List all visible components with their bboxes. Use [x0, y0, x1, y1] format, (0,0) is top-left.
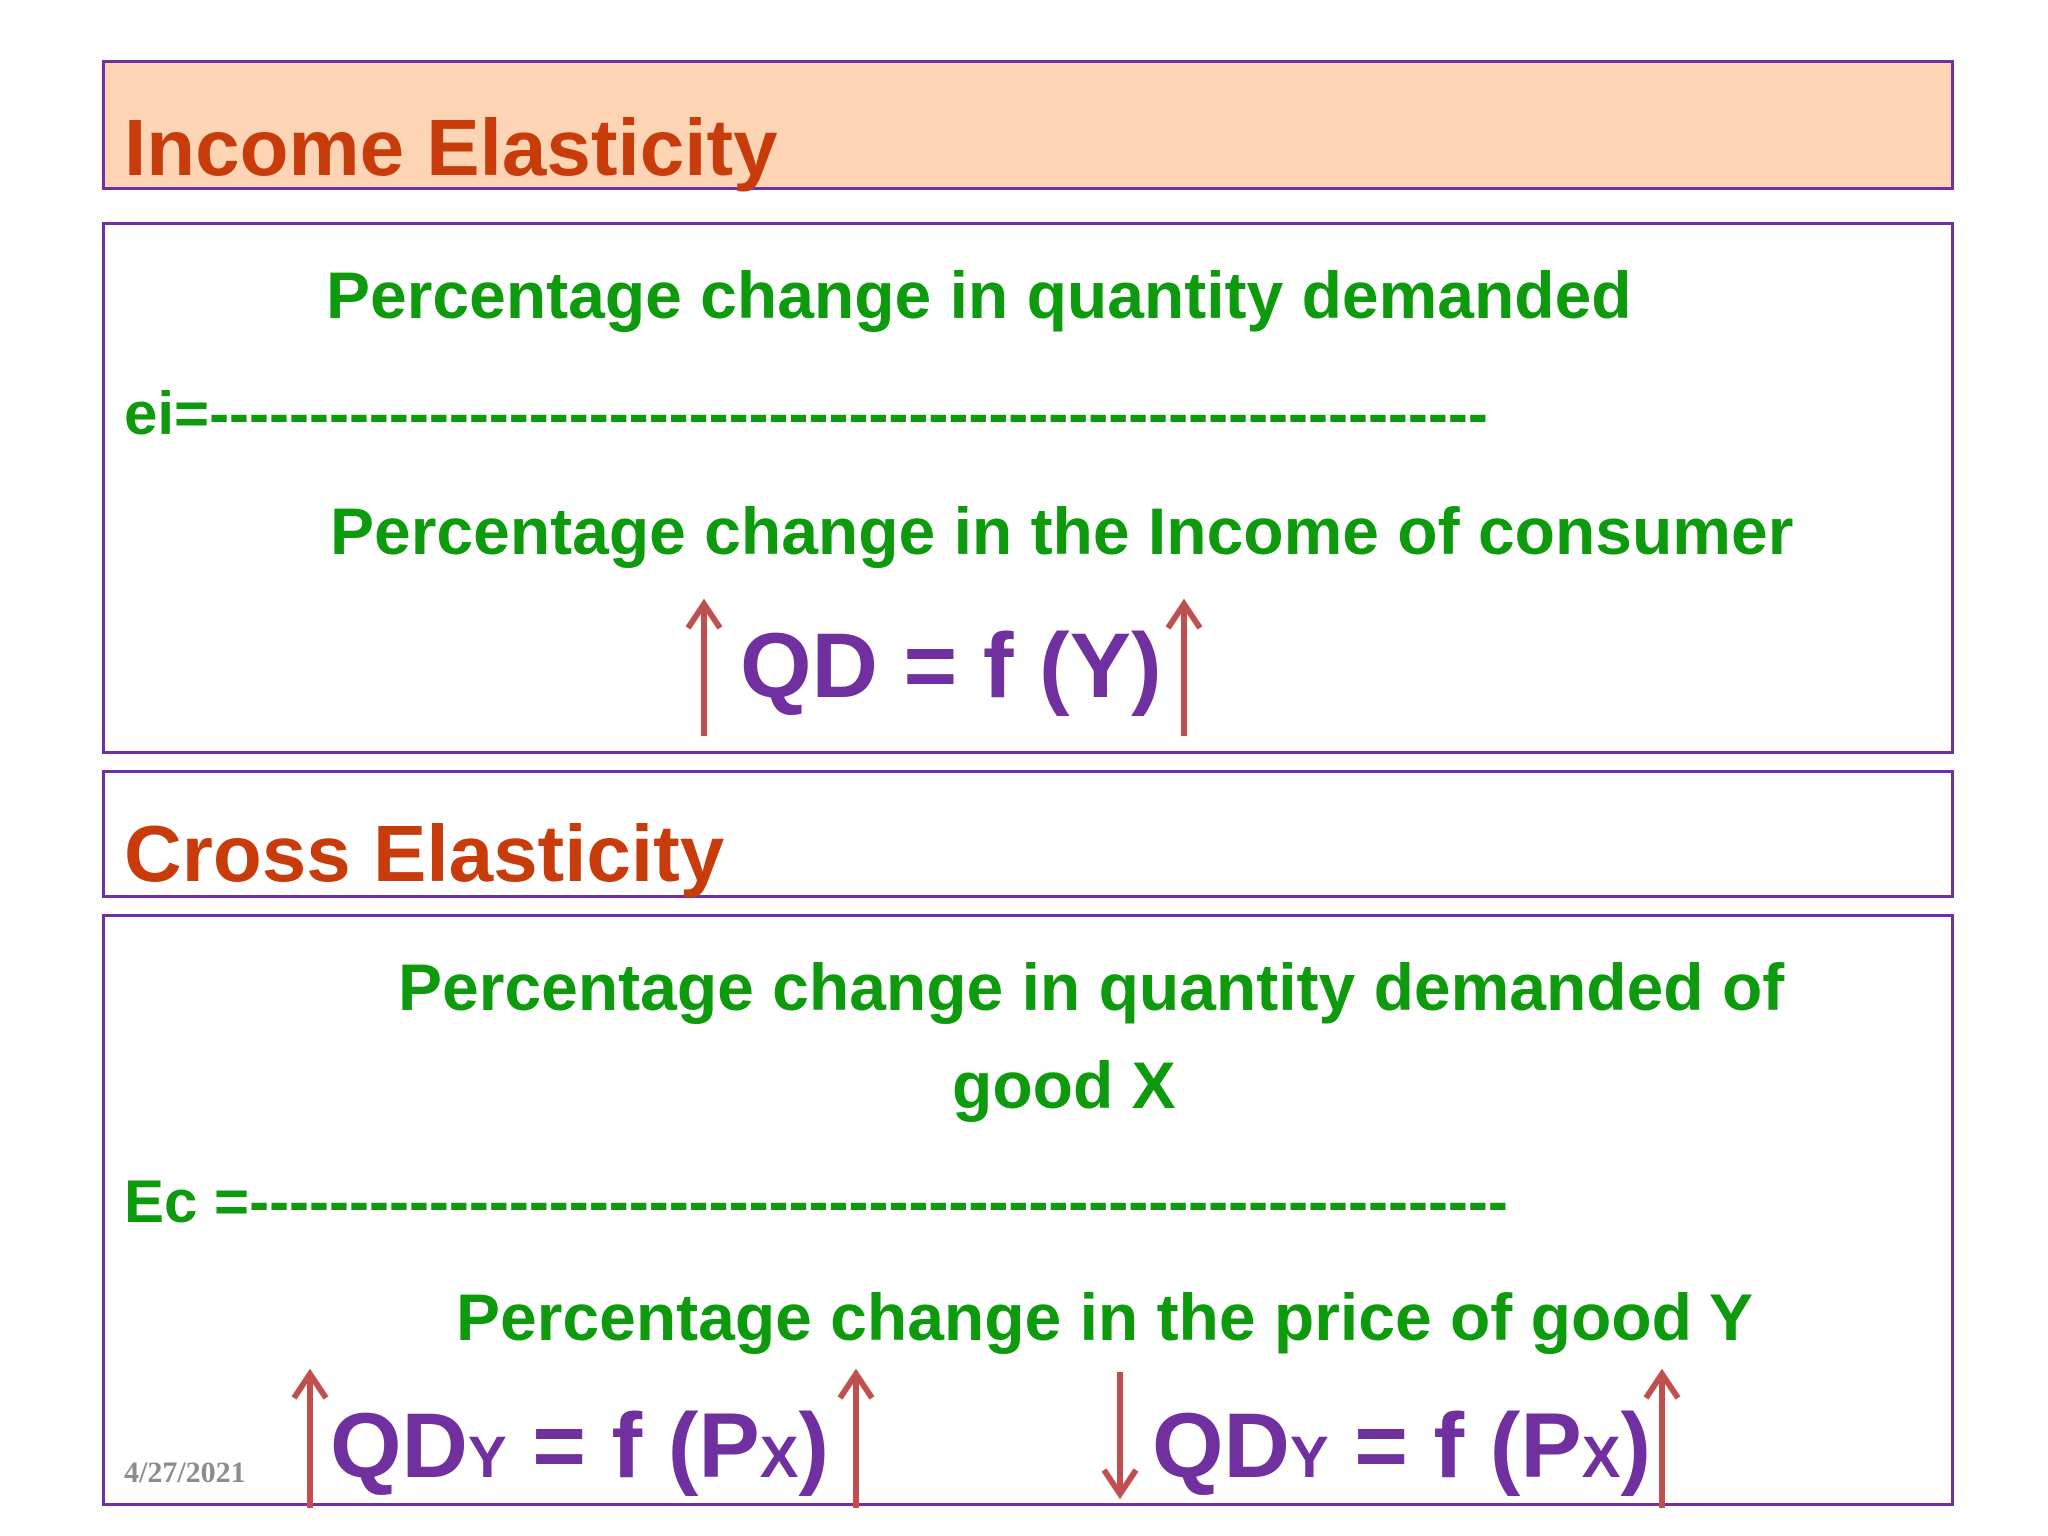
p-subscript: X [759, 1425, 799, 1490]
function-of: = f (P [506, 1395, 760, 1497]
income-qd-formula: QD = f (Y) [740, 615, 1162, 717]
income-title-bar [102, 60, 1954, 190]
income-title: Income Elasticity [124, 103, 778, 192]
cross-formula-box [102, 914, 1954, 1506]
arrow-up-icon [685, 598, 723, 736]
close-paren: ) [798, 1395, 830, 1497]
income-formula-box [102, 222, 1954, 754]
qd-subscript: Y [468, 1425, 507, 1490]
income-numerator: Percentage change in quantity demanded [326, 258, 1632, 332]
arrow-up-icon [837, 1368, 875, 1508]
cross-denominator: Percentage change in the price of good Y [456, 1280, 1754, 1354]
cross-numerator-line2: good X [952, 1048, 1176, 1122]
function-of: = f (P [1328, 1395, 1582, 1497]
qd-label: QD [1152, 1395, 1290, 1497]
cross-formula-left: QDY = f (PX) [330, 1400, 829, 1492]
cross-title-bar [102, 770, 1954, 898]
p-subscript: X [1581, 1425, 1621, 1490]
arrow-down-icon [1101, 1372, 1139, 1500]
qd-subscript: Y [1290, 1425, 1329, 1490]
qd-label: QD [330, 1395, 468, 1497]
income-denominator: Percentage change in the Income of consu… [330, 494, 1794, 568]
cross-fraction-line: Ec =------------------------------------… [124, 1168, 1508, 1235]
cross-numerator-line1: Percentage change in quantity demanded o… [398, 950, 1785, 1024]
arrow-up-icon [291, 1368, 329, 1508]
income-fraction-line: ei=-------------------------------------… [124, 380, 1488, 447]
cross-formula-right: QDY = f (PX) [1152, 1400, 1651, 1492]
slide-date: 4/27/2021 [124, 1456, 246, 1489]
arrow-up-icon [1643, 1368, 1681, 1508]
arrow-up-icon [1165, 598, 1203, 736]
cross-title: Cross Elasticity [124, 809, 725, 898]
close-paren: ) [1620, 1395, 1652, 1497]
